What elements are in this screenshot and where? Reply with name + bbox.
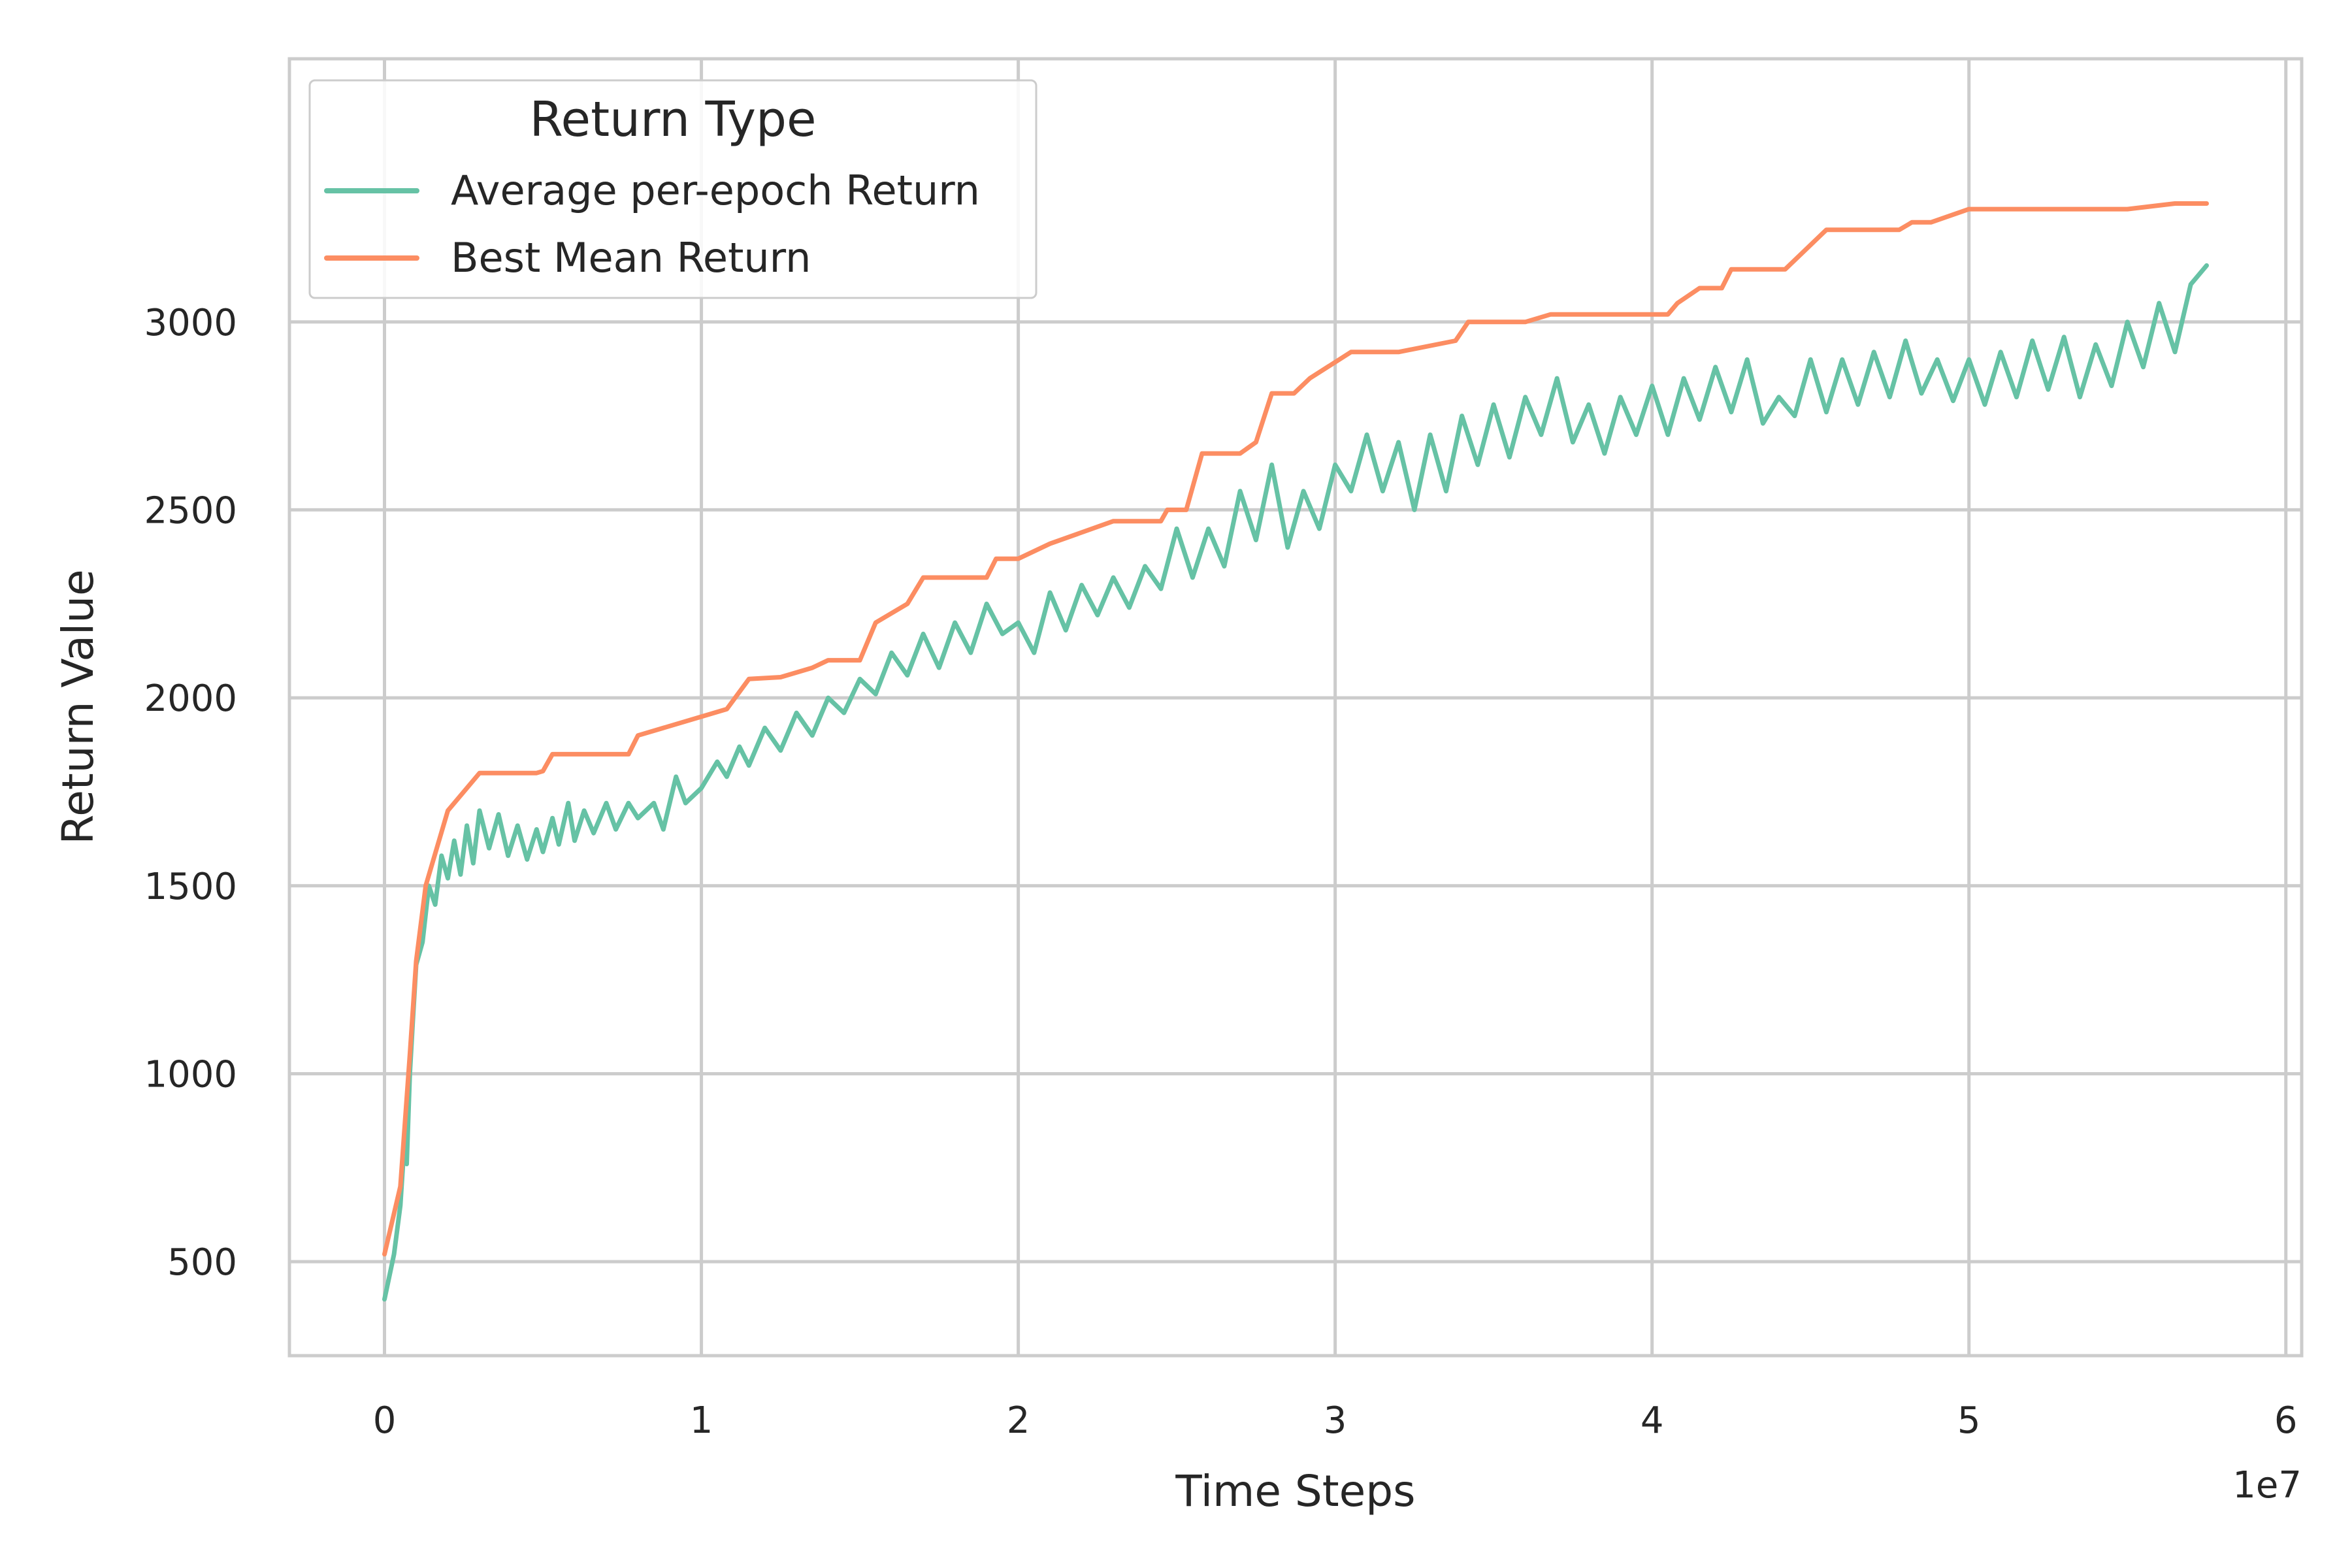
x-tick-label: 0 [373,1399,397,1442]
y-tick-label: 3000 [144,302,237,344]
legend-label-best: Best Mean Return [451,234,811,282]
series-group [382,201,2209,1302]
y-tick-label: 500 [167,1241,237,1284]
x-tick-label: 1 [690,1399,713,1442]
y-tick-label: 2000 [144,678,237,720]
legend: Return Type Average per-epoch Return Bes… [308,79,1037,299]
y-tick-label: 1000 [144,1053,237,1096]
legend-title: Return Type [529,91,816,148]
x-tick-label: 4 [1641,1399,1664,1442]
legend-label-average: Average per-epoch Return [451,167,980,214]
x-tick-labels: 0 1 2 3 4 5 6 [373,1399,2298,1442]
plot-frame [287,57,2304,1358]
legend-box [308,79,1037,299]
x-tick-label: 6 [2274,1399,2298,1442]
x-tick-label: 5 [1957,1399,1981,1442]
series-line-best [382,201,2209,1257]
x-offset-label: 1e7 [2232,1464,2302,1507]
y-tick-label: 2500 [144,489,237,532]
series-line-average [382,263,2209,1302]
x-axis-label: Time Steps [1175,1466,1415,1516]
y-axis-label: Return Value [53,569,103,844]
y-tick-labels: 500 1000 1500 2000 2500 3000 [144,302,237,1284]
x-tick-label: 2 [1007,1399,1030,1442]
y-tick-label: 1500 [144,866,237,908]
x-tick-label: 3 [1324,1399,1347,1442]
